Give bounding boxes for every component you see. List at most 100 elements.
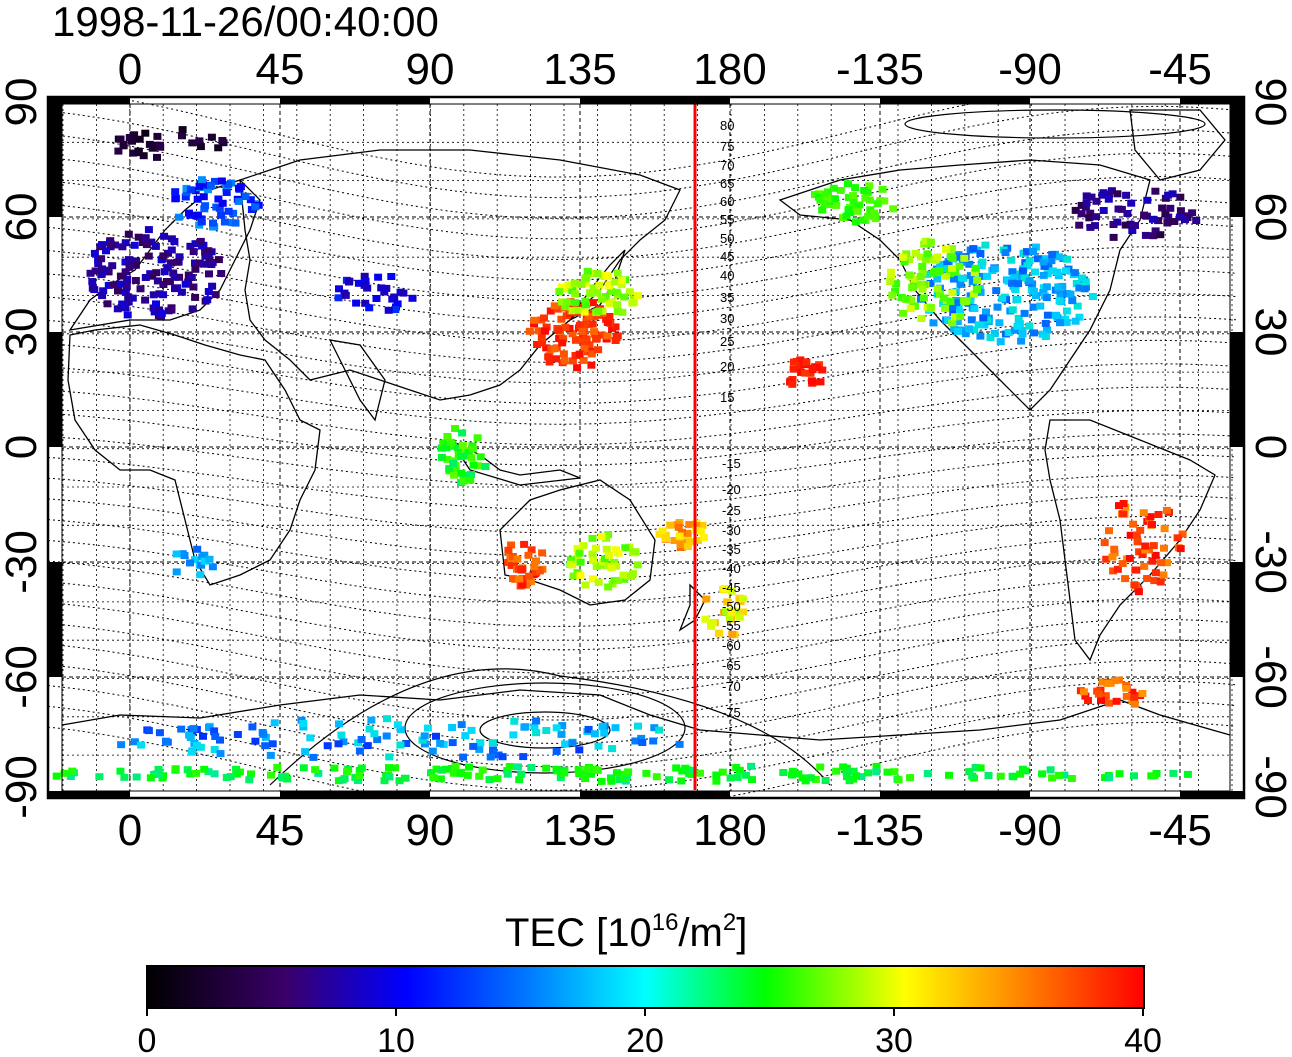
tec-pixel xyxy=(104,281,113,289)
lon-tick-label-bottom: 90 xyxy=(406,806,455,855)
tec-pixel xyxy=(335,720,343,728)
tec-pixel xyxy=(186,770,195,778)
tec-pixel xyxy=(554,327,563,334)
tec-pixel xyxy=(1075,221,1084,229)
tec-pixel xyxy=(557,283,566,291)
tec-pixel xyxy=(1113,190,1122,198)
tec-pixel xyxy=(718,768,727,776)
tec-pixel xyxy=(467,454,476,462)
tec-pixel xyxy=(1141,546,1150,554)
tec-pixel xyxy=(562,285,571,293)
tec-pixel xyxy=(901,295,910,303)
tec-pixel xyxy=(585,341,594,349)
tec-pixel xyxy=(1041,319,1050,327)
tec-pixel xyxy=(1169,769,1178,777)
tec-pixel xyxy=(234,197,243,205)
tec-pixel xyxy=(214,195,223,203)
tec-pixel xyxy=(935,267,944,275)
tec-pixel xyxy=(613,269,622,277)
tec-pixel xyxy=(116,767,125,775)
tec-pixel xyxy=(1053,268,1062,276)
tec-pixel xyxy=(486,753,495,761)
tec-pixel xyxy=(1148,521,1156,528)
tec-pixel xyxy=(587,350,596,358)
tec-pixel xyxy=(941,304,950,312)
tec-pixel xyxy=(177,725,186,733)
tec-pixel xyxy=(519,753,528,761)
coastline-segment xyxy=(239,149,681,401)
tec-pixel xyxy=(108,262,117,270)
colorbar-gradient xyxy=(146,965,1145,1009)
tec-pixel xyxy=(878,185,887,193)
tec-pixel xyxy=(1097,696,1105,704)
tec-pixel xyxy=(1112,697,1121,705)
tec-pixel xyxy=(993,303,1002,311)
tec-pixel xyxy=(124,293,133,301)
tec-pixel xyxy=(889,205,898,213)
tec-pixel xyxy=(619,571,628,579)
tec-pixel xyxy=(60,769,69,777)
tec-pixel xyxy=(216,750,225,758)
tec-pixel xyxy=(926,280,935,287)
tec-pixel xyxy=(892,280,901,288)
tec-pixel xyxy=(1029,303,1038,311)
tec-pixel xyxy=(1115,770,1124,778)
coastline-segment xyxy=(67,324,321,586)
tec-pixel xyxy=(788,767,797,775)
tec-pixel xyxy=(229,209,238,217)
tec-pixel xyxy=(1088,293,1097,300)
tec-pixel xyxy=(694,537,702,544)
tec-pixel xyxy=(948,289,957,297)
tec-pixel xyxy=(849,197,858,205)
tec-pixel xyxy=(469,742,478,750)
tec-pixel xyxy=(233,731,242,738)
tec-pixel xyxy=(603,319,612,326)
tec-pixel xyxy=(151,242,160,250)
tec-pixel xyxy=(182,184,191,192)
tec-pixel xyxy=(1033,255,1042,263)
tec-pixel xyxy=(283,775,292,783)
tec-pixel xyxy=(865,182,874,190)
tec-pixel xyxy=(450,471,459,479)
tec-pixel xyxy=(564,281,573,289)
tec-pixel xyxy=(949,309,958,317)
tec-pixel xyxy=(1150,577,1159,585)
tec-pixel xyxy=(990,330,999,337)
tec-pixel xyxy=(677,777,686,785)
tec-pixel xyxy=(696,527,705,535)
tec-pixel xyxy=(224,207,233,215)
tec-pixel xyxy=(432,732,440,740)
tec-pixel xyxy=(473,462,482,470)
contour-label: 60 xyxy=(720,194,734,209)
tec-pixel xyxy=(965,260,974,268)
tec-pixel xyxy=(1105,190,1113,198)
tec-pixel xyxy=(454,444,462,452)
tec-pixel xyxy=(571,352,580,359)
tec-pixel xyxy=(306,734,315,742)
tec-pixel xyxy=(1062,318,1071,326)
tec-pixel xyxy=(1104,195,1113,203)
tec-pixel xyxy=(128,294,137,302)
lon-tick-label-top: 0 xyxy=(118,45,142,94)
tec-pixel xyxy=(335,285,343,293)
tec-pixel xyxy=(153,132,162,140)
tec-pixel xyxy=(955,262,964,270)
tec-pixel xyxy=(806,369,815,377)
tec-pixel xyxy=(113,305,122,313)
tec-pixel xyxy=(1013,322,1022,330)
lat-lon-grid xyxy=(62,103,1233,791)
tec-pixel xyxy=(1066,290,1075,298)
tec-pixel xyxy=(504,546,513,554)
tec-pixel xyxy=(602,271,611,279)
tec-pixel xyxy=(933,275,942,283)
tec-pixel xyxy=(670,537,679,544)
tec-pixel xyxy=(1013,296,1022,303)
tec-pixel xyxy=(1139,509,1148,517)
tec-pixel xyxy=(677,528,686,536)
tec-pixel xyxy=(795,362,804,370)
magnetic-latitude-contours xyxy=(48,97,1237,798)
colorbar-tick-label: 10 xyxy=(377,1022,415,1057)
tec-pixel xyxy=(613,769,621,777)
tec-pixel xyxy=(579,356,588,364)
tec-pixel xyxy=(1008,268,1017,276)
